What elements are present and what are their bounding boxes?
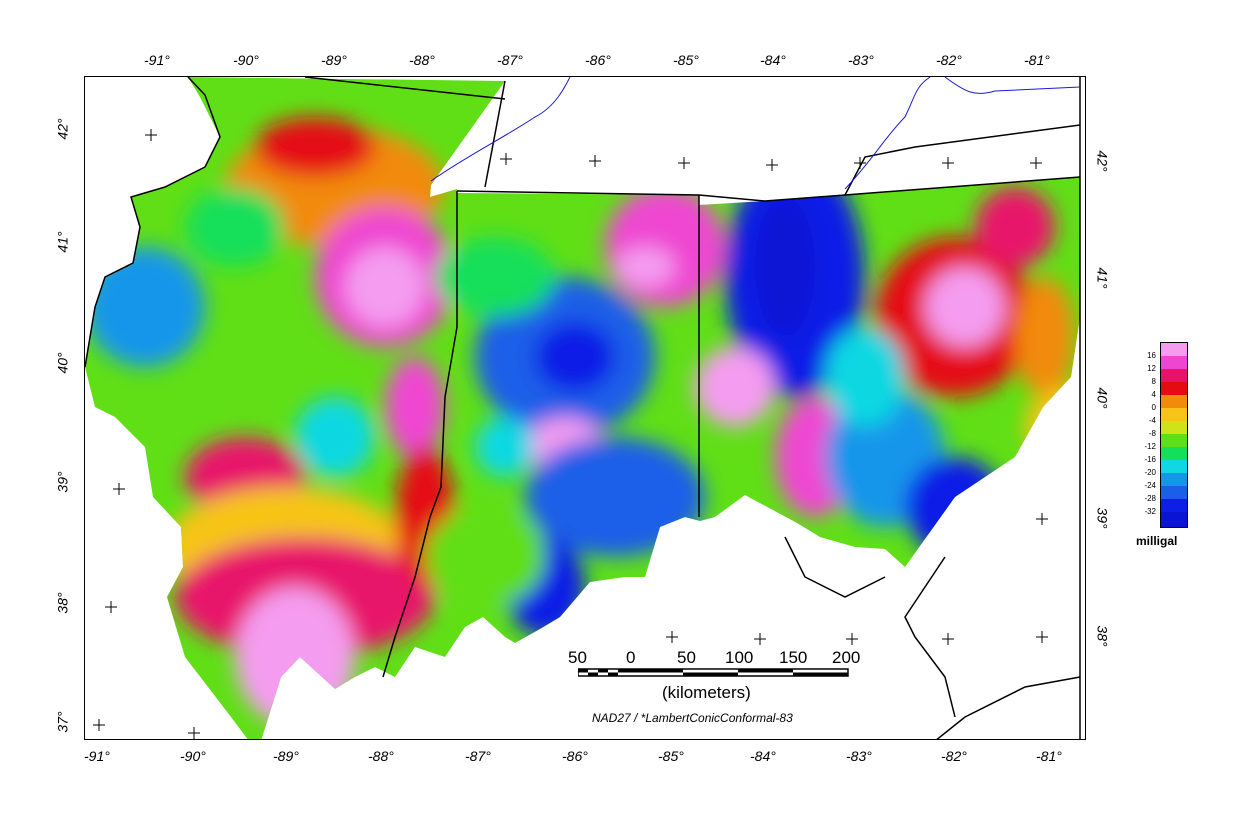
legend-swatch (1161, 343, 1187, 356)
scale-tick-label: 50 (677, 648, 696, 667)
lon-label: -86° (562, 748, 588, 764)
legend-label: 12 (1147, 364, 1156, 373)
legend-label: -4 (1148, 416, 1156, 425)
lon-label: -89° (273, 748, 299, 764)
scale-tick-label: 200 (832, 648, 861, 667)
lat-label: 38° (1094, 625, 1111, 647)
lon-label: -83° (846, 748, 872, 764)
lon-label: -86° (585, 52, 611, 68)
lon-label: -91° (144, 52, 170, 68)
legend-label: -8 (1148, 429, 1156, 438)
anomaly-field (85, 77, 1080, 739)
legend-swatch (1161, 369, 1187, 382)
legend-label: -12 (1144, 442, 1156, 451)
legend-swatch (1161, 356, 1187, 369)
scale-unit-label: (kilometers) (662, 683, 751, 702)
legend-label: -28 (1144, 494, 1156, 503)
lon-label: -85° (658, 748, 684, 764)
lon-label: -90° (233, 52, 259, 68)
legend-label: 4 (1151, 390, 1156, 399)
scale-tick-label: 50 (568, 648, 587, 667)
lon-label: -81° (1036, 748, 1062, 764)
gravity-anomaly-map (84, 76, 1086, 740)
lon-label: -88° (409, 52, 435, 68)
lon-label: -81° (1024, 52, 1050, 68)
legend-swatch (1161, 460, 1187, 473)
lon-label: -84° (760, 52, 786, 68)
scale-bar-graphic (578, 668, 849, 677)
legend-swatch (1161, 486, 1187, 499)
lat-label: 37° (54, 711, 71, 733)
scale-tick-label: 100 (725, 648, 754, 667)
projection-label: NAD27 / *LambertConicConformal-83 (592, 711, 793, 725)
legend-swatch (1161, 434, 1187, 447)
lat-label: 42° (54, 118, 71, 140)
scale-tick-label: 0 (626, 648, 636, 667)
lon-label: -84° (750, 748, 776, 764)
map-svg (85, 77, 1081, 739)
legend-swatch (1161, 395, 1187, 408)
lat-label: 41° (54, 231, 71, 253)
lat-label: 38° (54, 592, 71, 614)
legend-label: -32 (1144, 507, 1156, 516)
lon-label: -90° (180, 748, 206, 764)
lat-label: 39° (54, 471, 71, 493)
lake-michigan-shore (430, 77, 1081, 190)
lon-label: -89° (321, 52, 347, 68)
lat-label: 42° (1094, 150, 1111, 172)
legend-label: 0 (1151, 403, 1156, 412)
legend-swatch (1161, 382, 1187, 395)
legend-label: 16 (1147, 351, 1156, 360)
lon-label: -88° (368, 748, 394, 764)
lon-label: -91° (84, 748, 110, 764)
legend-swatch (1161, 447, 1187, 460)
legend-label: -24 (1144, 481, 1156, 490)
lon-label: -83° (848, 52, 874, 68)
lat-label: 40° (54, 352, 71, 374)
color-legend (1160, 342, 1188, 528)
lat-label: 41° (1094, 267, 1111, 289)
lon-label: -82° (941, 748, 967, 764)
legend-swatch (1161, 499, 1187, 512)
lon-label: -87° (497, 52, 523, 68)
graticule-crosses (93, 129, 1048, 739)
lat-label: 39° (1094, 507, 1111, 529)
lat-label: 40° (1094, 387, 1111, 409)
lon-label: -85° (673, 52, 699, 68)
scale-tick-label: 150 (779, 648, 808, 667)
state-borders (85, 77, 1081, 739)
legend-swatch (1161, 421, 1187, 434)
legend-label: 8 (1151, 377, 1156, 386)
legend-unit: milligal (1136, 534, 1178, 548)
legend-swatch (1161, 473, 1187, 486)
lon-label: -82° (936, 52, 962, 68)
legend-swatch (1161, 408, 1187, 421)
legend-label: -16 (1144, 455, 1156, 464)
legend-label: -20 (1144, 468, 1156, 477)
lon-label: -87° (465, 748, 491, 764)
legend-swatch (1161, 512, 1187, 527)
